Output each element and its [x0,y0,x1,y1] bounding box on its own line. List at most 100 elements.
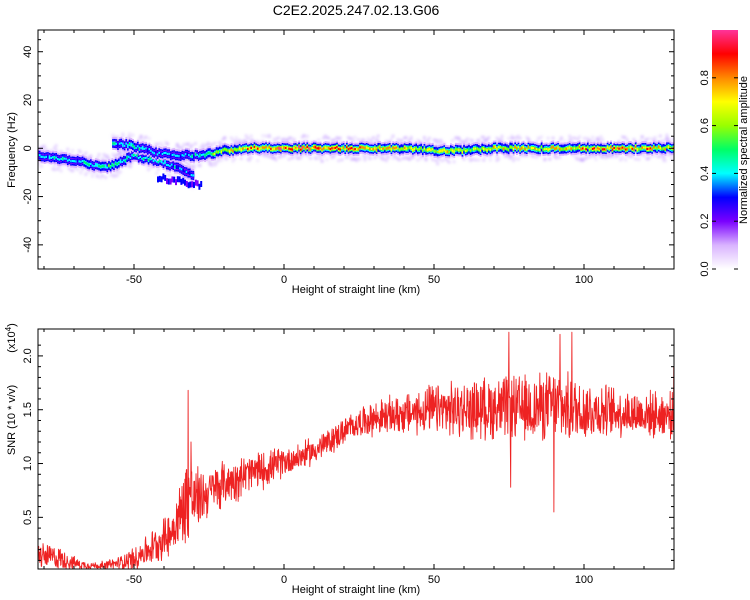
spectrogram-cell [497,146,500,149]
spectrogram-cell [255,146,258,150]
spectrogram-cell [360,146,363,149]
spectrogram-halo-cell [596,137,600,141]
spectrogram-cell [596,147,599,150]
colorbar-label: Normalized spectral amplitude [738,76,750,224]
spectrogram-halo-cell [444,157,448,161]
spectrogram-cell [580,147,583,151]
spectrogram-halo-cell [355,159,359,163]
spectrogram-halo-cell [606,154,610,158]
spectrogram-halo-cell [287,136,291,140]
spectrogram-cell [326,146,329,150]
spectrogram-halo-cell [437,158,441,162]
spectrogram-cell [168,152,171,155]
spectrogram-cell [321,148,324,151]
spectrogram-cell [522,146,525,149]
spectrogram-halo-cell [215,161,218,165]
spectrogram-cell [610,145,612,149]
spectrogram-cell [140,147,143,150]
spectrogram-cell [402,147,405,151]
spectrogram-cell [247,148,249,151]
snr-ylabel: SNR (10 * v/v) [6,385,18,455]
spectrogram-halo-cell [271,156,275,160]
spectrogram-cell [342,146,345,149]
spectrogram-halo-cell [150,165,154,169]
spectrogram-cell [40,155,43,158]
spectrogram-halo-cell [482,158,486,162]
spectrogram-cell [524,147,527,151]
spectrogram-halo-cell [318,156,322,160]
spectrogram-cell [141,146,144,149]
spectrogram-halo-cell [112,174,116,178]
spectrogram-halo-cell [194,142,197,146]
spectrogram-cell [611,148,614,151]
spectrogram-halo-cell [609,152,613,156]
spectrogram-halo-cell [663,159,667,163]
spectrogram-halo-cell [635,141,639,145]
spectrogram-halo-cell [233,139,237,143]
snr-plot-area [38,329,674,569]
spectrogram-cell [136,154,139,157]
spectrogram-xtick-label: 0 [281,274,287,286]
spectrogram-cell [590,147,593,150]
spectrogram-cell [308,147,310,151]
spectrogram-cell [53,156,56,159]
spectrogram-cell [352,148,355,151]
spectrogram-halo-cell [422,136,426,140]
spectrogram-halo-cell [348,153,352,157]
spectrogram-halo-cell [139,135,143,139]
spectrogram-halo-cell [409,135,413,139]
spectrogram-cell [192,174,195,177]
colorbar-ticks: 0.0 0.2 0.4 0.6 0.8 [699,70,738,277]
spectrogram-halo-cell [531,155,535,159]
spectrogram-halo-cell [587,155,591,159]
spectrogram-frame [37,29,675,270]
spectrogram-halo-cell [234,141,238,145]
spectrogram-xtick-label: 50 [428,274,440,286]
spectrogram-halo-cell [219,159,223,163]
spectrogram-cell [377,146,380,149]
spectrogram-halo-cell [482,135,486,139]
spectrogram-cell [159,159,162,162]
spectrogram-ylabel: Frequency (Hz) [6,112,18,188]
spectrogram-cell [654,146,657,150]
spectrogram-cell [426,148,429,151]
spectrogram-cell [568,146,571,149]
spectrogram-halo-cell [479,141,482,145]
spectrogram-cell [65,157,68,160]
spectrogram-halo-cell [546,136,550,140]
spectrogram-halo-cell [563,139,567,143]
spectrogram-halo-cell [274,137,278,141]
spectrogram-halo-cell [223,136,227,140]
spectrogram-halo-cell [483,139,487,143]
spectrogram-halo-cell [373,156,377,160]
spectrogram-halo-cell [652,137,656,141]
spectrogram-cell [174,165,177,169]
spectrogram-cell [506,147,508,150]
spectrogram-halo-cell [201,142,205,146]
spectrogram-cell [298,145,301,149]
spectrogram-halo-cell [551,136,555,140]
spectrogram-halo-cell [535,140,539,144]
spectrogram-halo-cell [399,138,403,142]
spectrogram-halo-cell [436,162,440,166]
spectrogram-halo-cell [109,173,113,177]
spectrogram-halo-cell [119,170,122,174]
spectrogram-cell [547,148,550,151]
spectrogram-halo-cell [408,157,412,161]
snr-xtick-label: 50 [428,574,440,586]
spectrogram-cell [200,154,203,157]
spectrogram-cell [441,149,444,152]
spectrogram-halo-cell [620,155,624,159]
colorbar-tick-label: 0.6 [699,118,711,133]
spectrogram-halo-cell [350,157,354,161]
spectrogram-cell [286,146,289,149]
spectrogram-cell [483,147,485,151]
spectrogram-cell [124,159,127,162]
spectrogram-halo-cell [630,154,634,158]
spectrogram-cell [431,148,434,151]
spectrogram-halo-cell [299,156,303,160]
spectrogram-halo-cell [640,135,644,139]
spectrogram-halo-cell [54,148,58,152]
spectrogram-halo-cell [187,142,191,146]
spectrogram-cell [314,146,317,149]
